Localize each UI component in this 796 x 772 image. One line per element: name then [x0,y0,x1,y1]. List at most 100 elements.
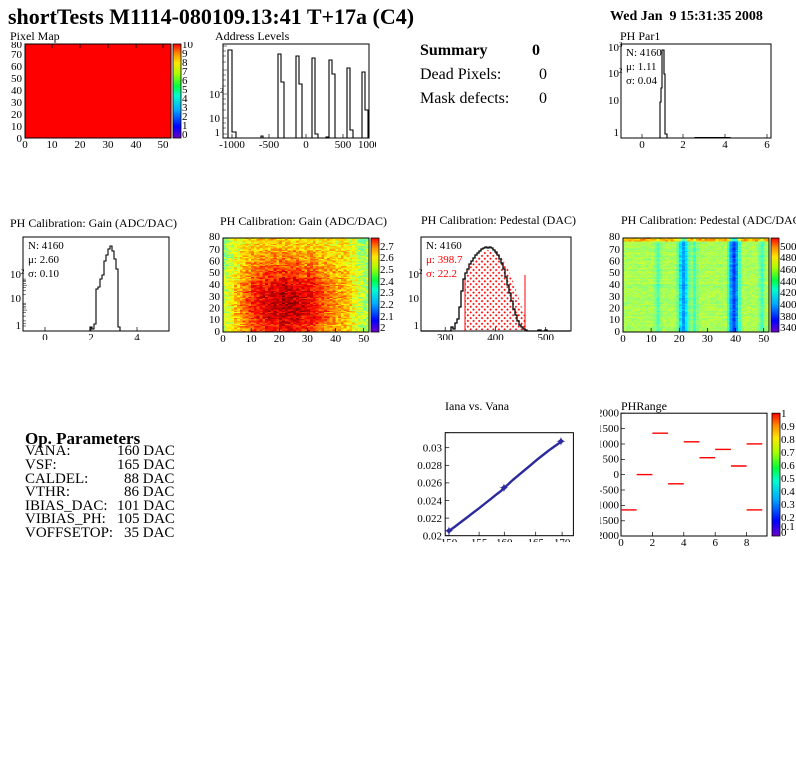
svg-text:0: 0 [182,129,188,141]
svg-text:-500: -500 [600,484,619,496]
svg-text:20: 20 [674,333,686,345]
svg-text:2: 2 [680,139,686,150]
svg-text:3: 3 [619,42,623,49]
svg-text:40: 40 [730,333,742,345]
svg-text:20: 20 [11,109,23,121]
svg-text:6: 6 [712,537,718,549]
svg-text:1000: 1000 [600,438,620,450]
svg-text:1: 1 [614,127,620,139]
svg-text:6: 6 [764,139,770,150]
svg-text:40: 40 [209,279,221,291]
svg-text:10: 10 [11,121,23,133]
svg-text:4: 4 [681,537,687,549]
svg-text:0: 0 [22,139,28,150]
svg-text:8: 8 [744,537,750,549]
svg-text:0.3: 0.3 [781,499,795,511]
svg-text:0.028: 0.028 [417,460,442,472]
svg-text:400: 400 [780,299,796,311]
svg-text:30: 30 [302,333,314,345]
svg-text:2: 2 [21,268,25,276]
svg-text:0.022: 0.022 [417,513,442,525]
svg-text:30: 30 [209,291,221,303]
svg-text:0.6: 0.6 [781,460,795,472]
svg-text:40: 40 [609,279,621,291]
svg-text:420: 420 [780,287,796,299]
svg-text:2: 2 [419,268,423,276]
svg-text:4: 4 [134,332,140,340]
svg-text:10: 10 [10,293,22,305]
svg-text:30: 30 [609,291,621,303]
svg-text:N: 4160: N: 4160 [626,47,662,59]
svg-text:10: 10 [608,95,620,107]
svg-text:N: 4160: N: 4160 [28,240,64,252]
svg-text:70: 70 [209,244,221,256]
svg-text:50: 50 [758,333,770,345]
svg-text:50: 50 [209,267,221,279]
svg-text:10: 10 [10,269,22,281]
svg-text:2: 2 [650,537,656,549]
svg-text:0.7: 0.7 [781,447,795,459]
svg-text:40: 40 [330,333,342,345]
svg-text:2: 2 [380,322,386,334]
svg-text:0.9: 0.9 [781,421,795,433]
svg-text:500: 500 [537,332,554,340]
svg-text:1000: 1000 [358,139,376,150]
svg-text:N: 4160: N: 4160 [426,240,462,252]
svg-text:σ: 0.04: σ: 0.04 [626,75,657,87]
svg-text:μ: 2.60: μ: 2.60 [28,254,59,266]
svg-text:0: 0 [42,332,48,340]
svg-text:μ: 1.11: μ: 1.11 [626,61,657,73]
svg-text:155: 155 [471,537,488,542]
svg-text:✦: ✦ [444,523,455,538]
svg-text:50: 50 [11,73,23,85]
svg-text:2.6: 2.6 [380,252,394,264]
svg-text:0.03: 0.03 [423,443,443,455]
svg-text:1500: 1500 [600,423,620,435]
svg-text:0.4: 0.4 [781,486,795,498]
svg-text:0.024: 0.024 [417,495,442,507]
svg-text:20: 20 [209,303,221,315]
svg-text:20: 20 [75,139,87,150]
svg-text:20: 20 [274,333,286,345]
svg-text:2000: 2000 [600,530,620,542]
svg-text:10: 10 [408,269,420,281]
svg-text:2: 2 [619,67,623,75]
svg-text:30: 30 [702,333,714,345]
svg-text:0.5: 0.5 [781,473,795,485]
svg-text:80: 80 [11,42,23,51]
svg-text:0: 0 [17,133,23,145]
svg-text:σ: 22.2: σ: 22.2 [426,268,457,280]
svg-text:10: 10 [608,42,620,54]
svg-text:1: 1 [781,408,787,420]
svg-text:0: 0 [220,333,226,345]
svg-text:50: 50 [358,333,370,345]
svg-text:2: 2 [88,332,94,340]
svg-text:40: 40 [131,139,143,150]
svg-text:60: 60 [609,256,621,268]
svg-text:500: 500 [335,139,352,150]
svg-text:10: 10 [209,314,221,326]
svg-text:0: 0 [615,326,621,338]
svg-text:0.8: 0.8 [781,434,795,446]
svg-text:400: 400 [487,332,504,340]
svg-text:60: 60 [209,256,221,268]
svg-text:10: 10 [408,293,420,305]
svg-text:✦: ✦ [499,481,510,496]
svg-text:0: 0 [639,139,645,150]
svg-text:300: 300 [437,332,454,340]
svg-text:0: 0 [614,469,620,481]
svg-text:80: 80 [609,231,621,243]
svg-text:2000: 2000 [600,408,620,420]
svg-text:0: 0 [215,326,221,338]
svg-text:1000: 1000 [600,500,620,512]
svg-text:10: 10 [609,314,621,326]
svg-text:1: 1 [16,320,22,332]
svg-text:40: 40 [11,85,23,97]
svg-text:10: 10 [608,68,620,80]
svg-text:4: 4 [722,139,728,150]
svg-text:165: 165 [527,537,544,542]
svg-text:✦: ✦ [556,434,567,449]
svg-text:340: 340 [780,322,796,334]
svg-text:1: 1 [215,127,221,139]
svg-text:10: 10 [209,89,221,101]
